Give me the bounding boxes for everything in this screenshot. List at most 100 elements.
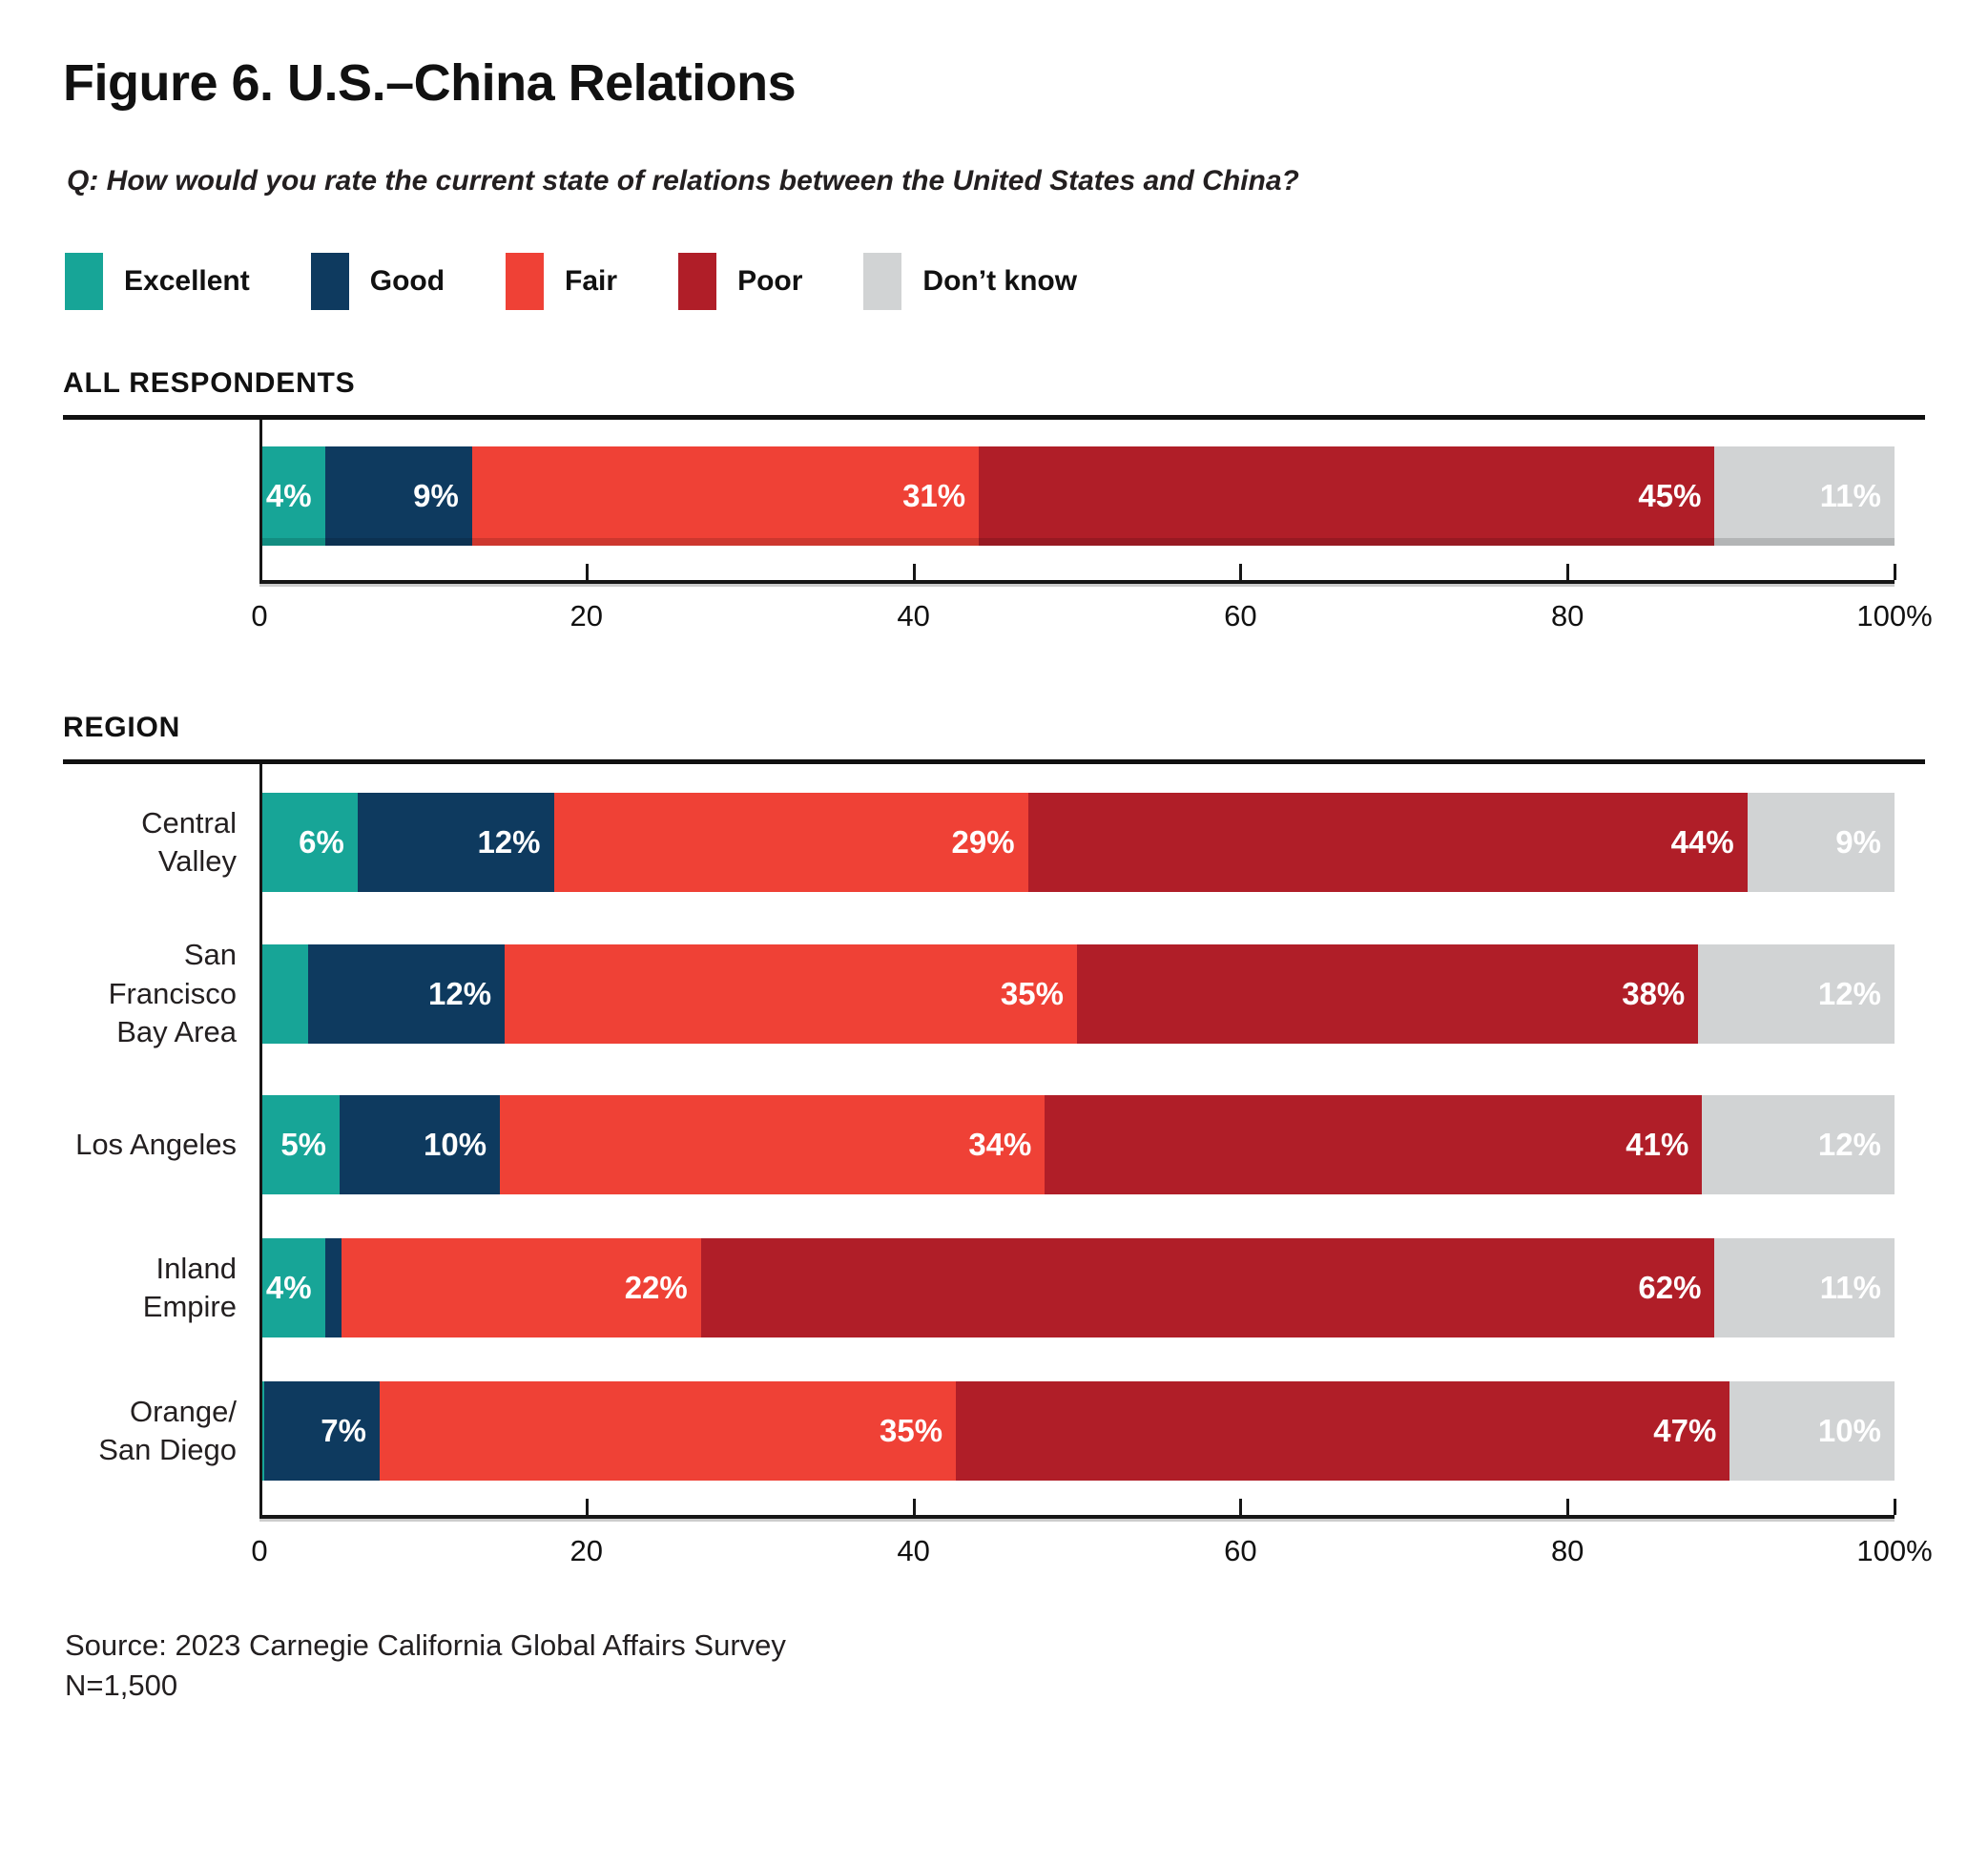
legend-swatch-good	[310, 253, 349, 311]
axis-tick	[1239, 1499, 1243, 1516]
segment-value-label: 12%	[428, 975, 492, 1011]
segment-value-label: 10%	[1817, 1413, 1881, 1449]
segment-value-label: 12%	[1817, 975, 1881, 1011]
legend-item-excellent: Excellent	[65, 253, 250, 311]
bar-segment-fair: 35%	[379, 1381, 957, 1482]
bar-segment-excellent: 4%	[259, 1238, 325, 1338]
row-label: San Francisco Bay Area	[108, 938, 237, 1048]
legend-swatch-poor	[678, 253, 717, 311]
legend: Excellent Good Fair Poor Don’t know	[65, 253, 1925, 311]
axis-tick-label: 60	[1224, 599, 1257, 633]
bar-row: Central Valley 6% 12% 29% 44% 9%	[63, 793, 1895, 893]
axis-tick	[1894, 1499, 1896, 1516]
stacked-bar: 4% 22% 62% 11%	[259, 1238, 1895, 1338]
bar-segment-excellent	[259, 943, 309, 1044]
axis-tick-label: 80	[1550, 599, 1584, 633]
bar-segment-fair: 22%	[341, 1238, 701, 1338]
segment-value-label: 35%	[1000, 975, 1064, 1011]
axis-tick-label: 40	[897, 1534, 930, 1568]
segment-value-label: 12%	[1817, 1127, 1881, 1163]
segment-value-label: 9%	[1835, 824, 1881, 860]
stacked-bar: 6% 12% 29% 44% 9%	[259, 793, 1895, 893]
segment-value-label: 12%	[477, 824, 541, 860]
segment-value-label: 62%	[1638, 1270, 1702, 1306]
segment-value-label: 11%	[1819, 478, 1881, 514]
legend-item-good: Good	[310, 253, 445, 311]
bar-segment-dont_know: 11%	[1714, 1238, 1895, 1338]
stacked-bar: 5% 10% 34% 41% 12%	[259, 1095, 1895, 1195]
axis-tick-label: 20	[569, 1534, 604, 1568]
legend-label: Excellent	[124, 265, 250, 298]
row-label: Inland Empire	[142, 1251, 237, 1324]
segment-value-label: 10%	[423, 1127, 487, 1163]
section-divider	[63, 415, 1925, 421]
x-axis-line	[259, 1515, 1895, 1520]
segment-value-label: 7%	[321, 1413, 366, 1449]
segment-value-label: 38%	[1622, 975, 1686, 1011]
axis-tick-label: 100%	[1856, 1534, 1933, 1568]
sample-size: N=1,500	[65, 1669, 178, 1703]
x-axis-line	[259, 580, 1895, 585]
section-all-respondents: ALL RESPONDENTS 4% 9% 31% 45% 11% 0 20 40 60 80 10…	[63, 367, 1933, 639]
bar-segment-excellent: 6%	[259, 793, 358, 893]
bar-segment-poor: 62%	[700, 1238, 1715, 1338]
row-label: Orange/ San Diego	[98, 1394, 237, 1467]
segment-value-label: 34%	[968, 1127, 1032, 1163]
segment-value-label: 9%	[413, 478, 459, 514]
bar-row: Inland Empire 4% 22% 62% 11%	[63, 1238, 1895, 1338]
bar-segment-good: 12%	[357, 793, 554, 893]
segment-value-label: 4%	[265, 478, 312, 514]
legend-swatch-dont_know	[863, 253, 902, 311]
axis-tick	[1566, 564, 1570, 581]
section-divider	[63, 759, 1925, 765]
bar-segment-poor: 47%	[956, 1381, 1730, 1482]
bar-segment-fair: 31%	[471, 446, 980, 547]
axis-tick	[1566, 1499, 1570, 1516]
axis-tick	[1239, 564, 1243, 581]
section-header-all-respondents: ALL RESPONDENTS	[63, 367, 356, 400]
bar-segment-poor: 45%	[979, 446, 1715, 547]
legend-item-poor: Poor	[678, 253, 802, 311]
segment-value-label: 45%	[1638, 478, 1702, 514]
section-region: REGION Central Valley 6% 12% 29% 44% 9% San Fr…	[63, 712, 1933, 1574]
section-header-region: REGION	[63, 712, 181, 744]
y-axis-line	[259, 764, 262, 1520]
stacked-bar: 12% 35% 38% 12%	[259, 943, 1895, 1044]
segment-value-label: 29%	[951, 824, 1015, 860]
segment-value-label: 6%	[299, 824, 344, 860]
bar-segment-dont_know: 10%	[1729, 1381, 1895, 1482]
region-chart: Central Valley 6% 12% 29% 44% 9% San Francisco…	[63, 764, 1933, 1574]
stacked-bar: 7% 35% 47% 10%	[259, 1381, 1895, 1482]
bar-row: Los Angeles 5% 10% 34% 41% 12%	[63, 1095, 1895, 1195]
bar-segment-dont_know: 12%	[1698, 943, 1895, 1044]
legend-swatch-excellent	[65, 253, 103, 311]
segment-value-label: 41%	[1626, 1127, 1689, 1163]
axis-tick-label: 0	[251, 1534, 268, 1568]
axis-tick-label: 0	[251, 599, 268, 633]
source-line: Source: 2023 Carnegie California Global …	[65, 1628, 786, 1663]
bar-segment-dont_know: 9%	[1747, 793, 1895, 893]
bar-segment-good: 7%	[264, 1381, 380, 1482]
axis-tick	[585, 564, 589, 581]
bar-segment-fair: 35%	[505, 943, 1077, 1044]
x-axis: 0 20 40 60 80 100%	[251, 1499, 1933, 1574]
axis-tick-label: 40	[897, 599, 930, 633]
legend-label: Don’t know	[922, 265, 1078, 298]
bar-segment-good: 12%	[308, 943, 506, 1044]
bar-segment-poor: 38%	[1076, 943, 1699, 1044]
bar-row: San Francisco Bay Area 12% 35% 38% 12%	[63, 936, 1895, 1051]
y-axis-line	[259, 420, 262, 585]
bar-segment-good	[324, 1238, 342, 1338]
segment-value-label: 5%	[280, 1127, 327, 1163]
axis-tick-label: 60	[1224, 1534, 1257, 1568]
source-note: Source: 2023 Carnegie California Global …	[65, 1626, 1925, 1706]
bar-segment-poor: 44%	[1027, 793, 1748, 893]
bar-segment-good: 9%	[324, 446, 472, 547]
segment-value-label: 4%	[265, 1270, 312, 1306]
axis-tick-label: 80	[1550, 1534, 1584, 1568]
bar-segment-fair: 34%	[500, 1095, 1046, 1195]
axis-tick-label: 20	[569, 599, 604, 633]
axis-tick	[912, 564, 916, 581]
figure-container: Figure 6. U.S.–China Relations Q: How wo…	[63, 54, 1933, 1706]
bar-segment-excellent: 4%	[259, 446, 325, 547]
